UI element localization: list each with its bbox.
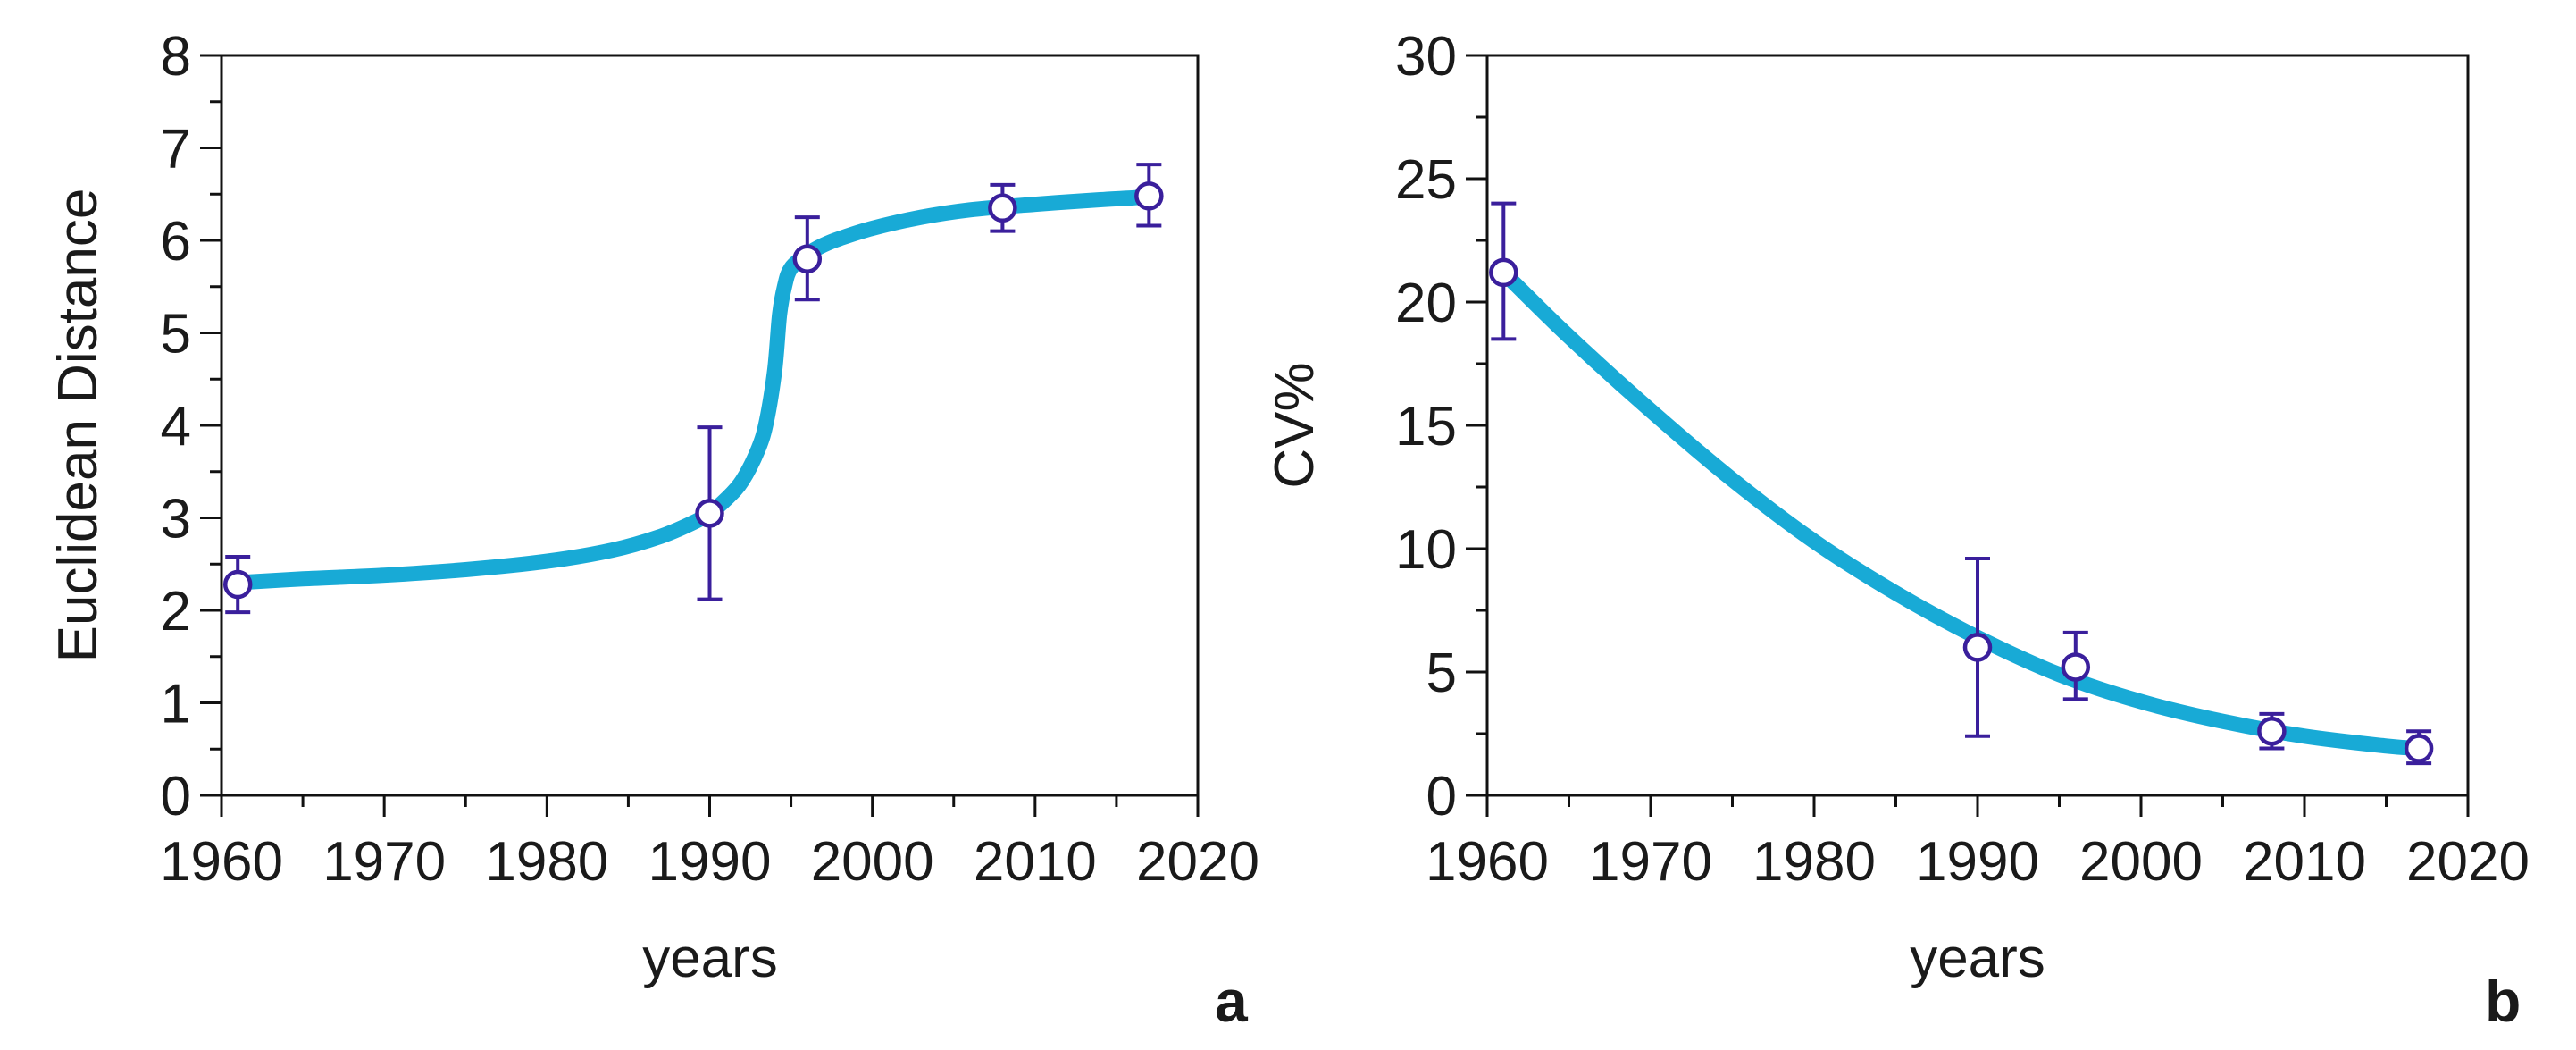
panel-b-y-tick-label: 30 bbox=[1395, 26, 1457, 88]
panel-a-x-tick-label: 2020 bbox=[1136, 831, 1259, 893]
panel-a-y-tick-label: 2 bbox=[161, 581, 191, 643]
panel-b-x-tick-label: 1990 bbox=[1916, 831, 2039, 893]
panel-b-y-tick-label: 10 bbox=[1395, 519, 1457, 581]
panel-b-data-point bbox=[1489, 201, 1518, 341]
panel-b-x-tick-label: 1970 bbox=[1589, 831, 1712, 893]
panel-a-tag: a bbox=[1215, 968, 1249, 1034]
panel-a-data-point bbox=[695, 425, 724, 601]
panel-a-x-axis-label: years bbox=[642, 928, 778, 989]
panel-b-data-point bbox=[2061, 630, 2091, 701]
data-marker bbox=[1134, 181, 1164, 211]
panel-a-data-point bbox=[222, 554, 253, 615]
panel-a-x-tick-label: 2000 bbox=[811, 831, 934, 893]
panel-b-y-tick-label: 20 bbox=[1395, 273, 1457, 334]
panel-b-fit-curve bbox=[1495, 265, 2427, 757]
data-marker bbox=[222, 569, 253, 600]
panel-b-tag: b bbox=[2485, 968, 2521, 1034]
panel-a-x-tick-label: 1970 bbox=[322, 831, 446, 893]
panel-b-x-tick-label: 2000 bbox=[2079, 831, 2203, 893]
data-marker bbox=[2404, 734, 2434, 763]
panel-a-x-tick-label: 2010 bbox=[974, 831, 1097, 893]
data-marker bbox=[2257, 716, 2287, 746]
panel-b-x-tick-label: 1960 bbox=[1426, 831, 1549, 893]
panel-a-y-tick-label: 4 bbox=[161, 396, 191, 458]
panel-a-chart: 1960 1970 1980 1990 2000 2010 2020 0 1 2 3 4 5 6 7 8 ye… bbox=[47, 26, 1259, 1034]
panel-a-data-point bbox=[988, 182, 1017, 233]
panel-b-x-tick-label: 2010 bbox=[2243, 831, 2366, 893]
panel-a-y-tick-label: 3 bbox=[161, 489, 191, 550]
panel-a-y-axis-label: Euclidean Distance bbox=[47, 189, 109, 663]
panel-a-data-point bbox=[792, 215, 823, 302]
data-marker bbox=[792, 244, 823, 273]
panel-b-data-point bbox=[2257, 711, 2287, 751]
data-marker bbox=[1489, 257, 1518, 288]
panel-b-x-tick-label: 1980 bbox=[1752, 831, 1876, 893]
panel-b-y-tick-label: 5 bbox=[1426, 643, 1457, 704]
panel-a-plot-frame bbox=[220, 54, 1200, 797]
data-marker bbox=[988, 193, 1017, 223]
panel-b-axes: 1960 1970 1980 1990 2000 2010 2020 0 5 10 15 20 25 30 bbox=[1395, 26, 2530, 893]
panel-a-fit-curve bbox=[230, 189, 1157, 591]
panel-b-chart: 1960 1970 1980 1990 2000 2010 2020 0 5 10 15 20 25 30… bbox=[1264, 26, 2530, 1034]
panel-a-y-tick-label: 0 bbox=[161, 766, 191, 827]
panel-a-y-tick-label: 8 bbox=[161, 26, 191, 88]
data-marker bbox=[2061, 652, 2091, 682]
panel-b-fit-layer bbox=[1495, 265, 2427, 757]
panel-a-x-tick-label: 1960 bbox=[160, 831, 283, 893]
panel-a-axes: 1960 1970 1980 1990 2000 2010 2020 0 1 2 3 4 5 6 7 8 bbox=[160, 26, 1259, 893]
panel-b-data-point bbox=[1962, 557, 1993, 738]
panel-b-y-axis-label: CV% bbox=[1264, 362, 1326, 488]
panel-a-x-tick-label: 1990 bbox=[648, 831, 772, 893]
panel-a-y-tick-label: 1 bbox=[161, 674, 191, 735]
panel-b-points-layer bbox=[1489, 201, 2434, 766]
data-marker bbox=[695, 499, 724, 528]
panel-a-x-tick-label: 1980 bbox=[485, 831, 608, 893]
panel-b-y-tick-label: 25 bbox=[1395, 149, 1457, 211]
panel-a-y-tick-label: 7 bbox=[161, 119, 191, 181]
panel-b-x-axis-label: years bbox=[1910, 928, 2045, 989]
panel-b-y-tick-label: 0 bbox=[1426, 766, 1457, 827]
data-marker bbox=[1962, 633, 1993, 662]
panel-a-fit-layer bbox=[230, 189, 1157, 591]
panel-b-data-point bbox=[2404, 729, 2434, 766]
panel-a-points-layer bbox=[222, 163, 1164, 615]
panel-b-y-tick-label: 15 bbox=[1395, 396, 1457, 458]
panel-b-x-tick-label: 2020 bbox=[2406, 831, 2530, 893]
panel-a-y-tick-label: 5 bbox=[161, 304, 191, 365]
panel-a-data-point bbox=[1134, 163, 1164, 228]
panel-a-y-tick-label: 6 bbox=[161, 211, 191, 273]
